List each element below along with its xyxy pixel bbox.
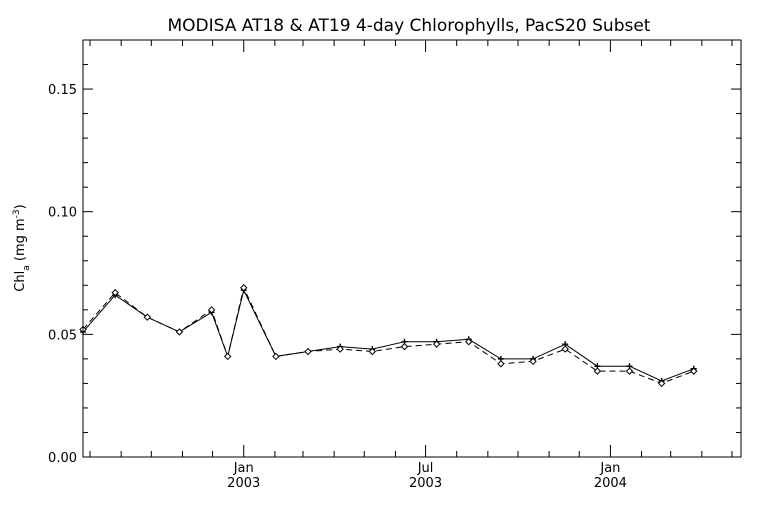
x-tick-label-month: Jul xyxy=(417,461,434,476)
series-2-point xyxy=(625,367,634,375)
x-tick-label-month: Jan xyxy=(599,461,620,476)
series-2-point xyxy=(207,306,216,314)
y-axis-label-close: ) xyxy=(13,204,28,209)
y-tick-label: 0.15 xyxy=(48,83,77,98)
y-axis: 0.00 0.05 0.10 0.15 xyxy=(48,64,741,466)
y-tick-label: 0.00 xyxy=(48,451,77,466)
x-tick-label-month: Jan xyxy=(233,461,254,476)
series-2-point xyxy=(111,288,119,297)
x-tick-label-year: 2003 xyxy=(409,476,442,491)
series-2-point xyxy=(143,313,152,321)
series-2-point xyxy=(657,379,666,388)
y-axis-label-units: (mg m xyxy=(13,218,28,265)
series-2-point xyxy=(368,347,377,356)
series-2-point xyxy=(529,357,537,366)
plot-series xyxy=(79,284,698,388)
y-axis-label: Chla (mg m-3) xyxy=(12,204,32,291)
series-2-point xyxy=(175,328,184,336)
series-2-point xyxy=(561,345,569,353)
series-2-point xyxy=(432,340,441,348)
series-2-point xyxy=(240,284,248,292)
x-tick-label-year: 2003 xyxy=(227,476,260,491)
y-axis-label-base: Chl xyxy=(13,271,28,292)
series-2-point xyxy=(304,347,312,356)
series-2-point xyxy=(497,360,505,368)
series-2-point xyxy=(690,367,698,375)
series-2-point xyxy=(223,352,232,361)
series-2-point xyxy=(272,352,280,361)
series-2-point xyxy=(465,338,473,346)
series-2-point xyxy=(400,342,409,351)
series-2-point xyxy=(336,345,344,353)
y-axis-label-sub: a xyxy=(22,265,32,271)
y-axis-label-sup: -3 xyxy=(12,209,22,218)
y-tick-label: 0.05 xyxy=(48,328,77,343)
plot-frame xyxy=(82,39,742,458)
chart-title: MODISA AT18 & AT19 4-day Chlorophylls, P… xyxy=(168,16,651,36)
x-tick-label-year: 2004 xyxy=(594,476,627,491)
series-2-line xyxy=(82,286,694,384)
y-tick-label: 0.10 xyxy=(48,206,77,221)
series-2-point xyxy=(593,367,602,375)
series-1-line xyxy=(82,288,694,382)
